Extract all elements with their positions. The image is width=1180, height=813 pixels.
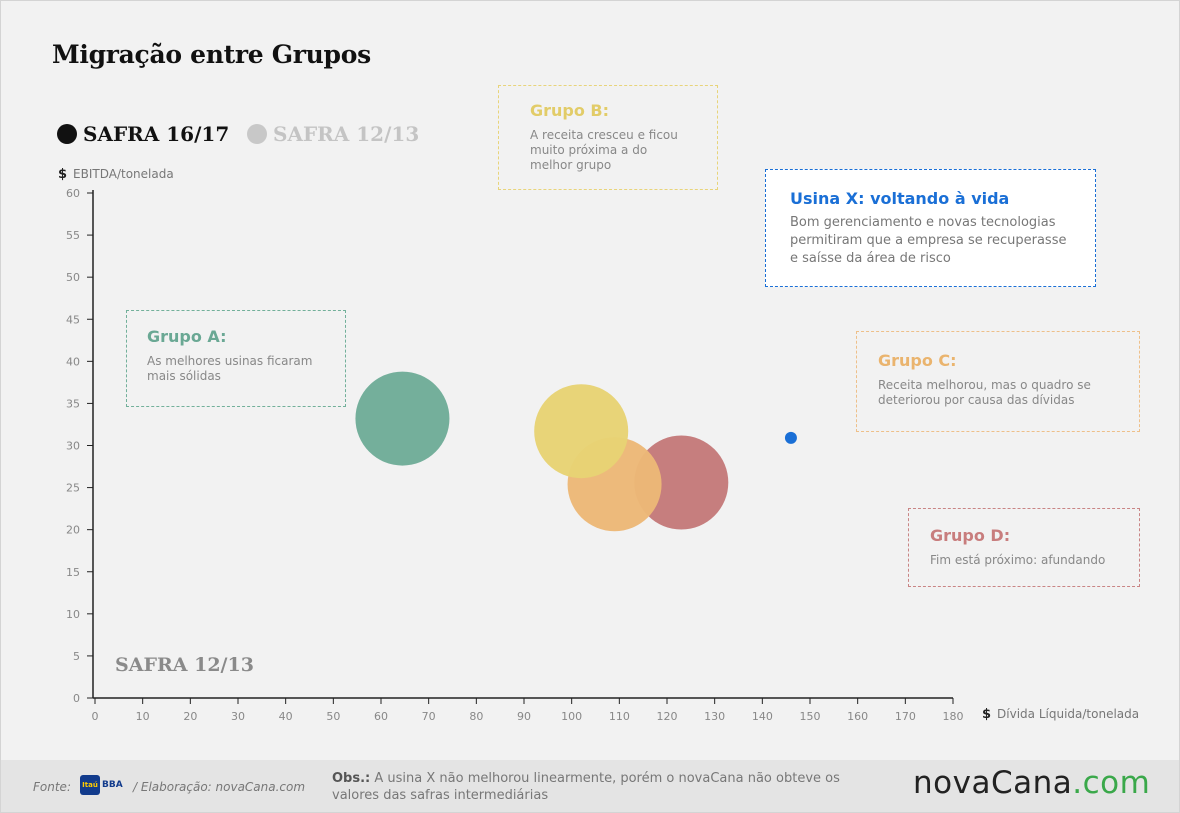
note-grupo-d: Grupo D: Fim está próximo: afundando [908, 508, 1140, 587]
x-tick-label: 70 [422, 710, 436, 723]
x-tick-label: 110 [609, 710, 630, 723]
x-tick-label: 60 [374, 710, 388, 723]
y-tick-label: 30 [66, 440, 80, 453]
y-tick-label: 50 [66, 271, 80, 284]
bubble-grupo-a [355, 371, 450, 466]
safra-watermark: SAFRA 12/13 [115, 654, 254, 676]
scatter-chart: 0 5 10 15 20 25 30 35 40 45 50 55 60 0 10 20 30 40 50 60 70 8… [66, 187, 964, 723]
note-usina-x: Usina X: voltando à vida Bom gerenciamen… [765, 169, 1096, 287]
bubble-grupo-b [534, 384, 629, 479]
note-body: Bom gerenciamento e novas tecnologias pe… [790, 215, 1067, 266]
x-tick-label: 10 [136, 710, 150, 723]
itau-bba-logo: Itaú BBA [80, 774, 124, 796]
x-tick-label: 90 [517, 710, 531, 723]
elaboration-credit: / Elaboração: novaCana.com [133, 780, 306, 794]
brand-suffix: .com [1072, 765, 1151, 801]
x-axis-label-text: Dívida Líquida/tonelada [997, 707, 1140, 721]
x-tick-label: 120 [657, 710, 678, 723]
y-tick-label: 45 [66, 313, 80, 326]
obs-label: Obs.: [332, 771, 371, 786]
x-tick-label: 40 [279, 710, 293, 723]
x-tick-label: 180 [943, 710, 964, 723]
x-axis-label: $ Dívida Líquida/tonelada [982, 707, 1139, 722]
note-title: Grupo A: [147, 327, 227, 346]
dollar-icon: $ [982, 707, 992, 722]
x-tick-label: 130 [704, 710, 725, 723]
novacana-logo: novaCana.com [913, 765, 1150, 801]
y-axis-label-text: EBITDA/tonelada [73, 167, 174, 181]
legend-label: SAFRA 12/13 [273, 122, 420, 146]
itau-logo-icon: Itaú [80, 775, 100, 795]
y-tick-label: 10 [66, 608, 80, 621]
y-tick-label: 20 [66, 524, 80, 537]
note-title: Grupo D: [930, 526, 1011, 545]
bba-logo-text: BBA [102, 780, 123, 790]
y-tick-label: 35 [66, 397, 80, 410]
dollar-icon: $ [58, 167, 68, 182]
legend-item-safra-12-13: SAFRA 12/13 [247, 122, 419, 146]
note-body: Receita melhorou, mas o quadro se deteri… [878, 378, 1091, 407]
note-title: Grupo C: [878, 351, 957, 370]
y-tick-label: 40 [66, 355, 80, 368]
note-body: Fim está próximo: afundando [930, 553, 1106, 567]
x-tick-label: 80 [469, 710, 483, 723]
note-grupo-c: Grupo C: Receita melhorou, mas o quadro … [856, 331, 1140, 432]
y-tick-label: 55 [66, 229, 80, 242]
x-tick-label: 0 [92, 710, 99, 723]
legend-marker-icon [57, 124, 77, 144]
x-tick-label: 150 [800, 710, 821, 723]
x-tick-label: 140 [752, 710, 773, 723]
source-label: Fonte: [33, 780, 71, 794]
obs-text: A usina X não melhorou linearmente, poré… [332, 771, 840, 803]
y-tick-label: 25 [66, 482, 80, 495]
note-title: Usina X: voltando à vida [790, 189, 1010, 208]
legend-label: SAFRA 16/17 [83, 122, 230, 146]
x-tick-label: 30 [231, 710, 245, 723]
note-grupo-a: Grupo A: As melhores usinas ficaram mais… [126, 310, 346, 407]
chart-title: Migração entre Grupos [52, 40, 371, 69]
observation-note: Obs.: A usina X não melhorou linearmente… [332, 770, 872, 804]
y-tick-label: 15 [66, 566, 80, 579]
legend-item-safra-16-17: SAFRA 16/17 [57, 122, 229, 146]
y-tick-label: 5 [73, 650, 80, 663]
brand-main: novaCana [913, 765, 1073, 801]
note-title: Grupo B: [530, 101, 610, 120]
note-grupo-b: Grupo B: A receita cresceu e ficou muito… [498, 85, 718, 190]
x-tick-label: 20 [183, 710, 197, 723]
x-tick-label: 170 [895, 710, 916, 723]
bubble-usina-x [784, 431, 797, 444]
y-tick-label: 60 [66, 187, 80, 200]
x-tick-label: 50 [326, 710, 340, 723]
y-tick-label: 0 [73, 692, 80, 705]
x-tick-label: 160 [847, 710, 868, 723]
legend-marker-icon [247, 124, 267, 144]
x-tick-label: 100 [561, 710, 582, 723]
note-body: A receita cresceu e ficou muito próxima … [530, 128, 678, 172]
note-body: As melhores usinas ficaram mais sólidas [147, 354, 313, 383]
y-axis-label: $ EBITDA/tonelada [58, 167, 174, 182]
bubble-grupo-d [634, 435, 729, 530]
footer: Fonte: Itaú BBA / Elaboração: novaCana.c… [1, 760, 1179, 812]
